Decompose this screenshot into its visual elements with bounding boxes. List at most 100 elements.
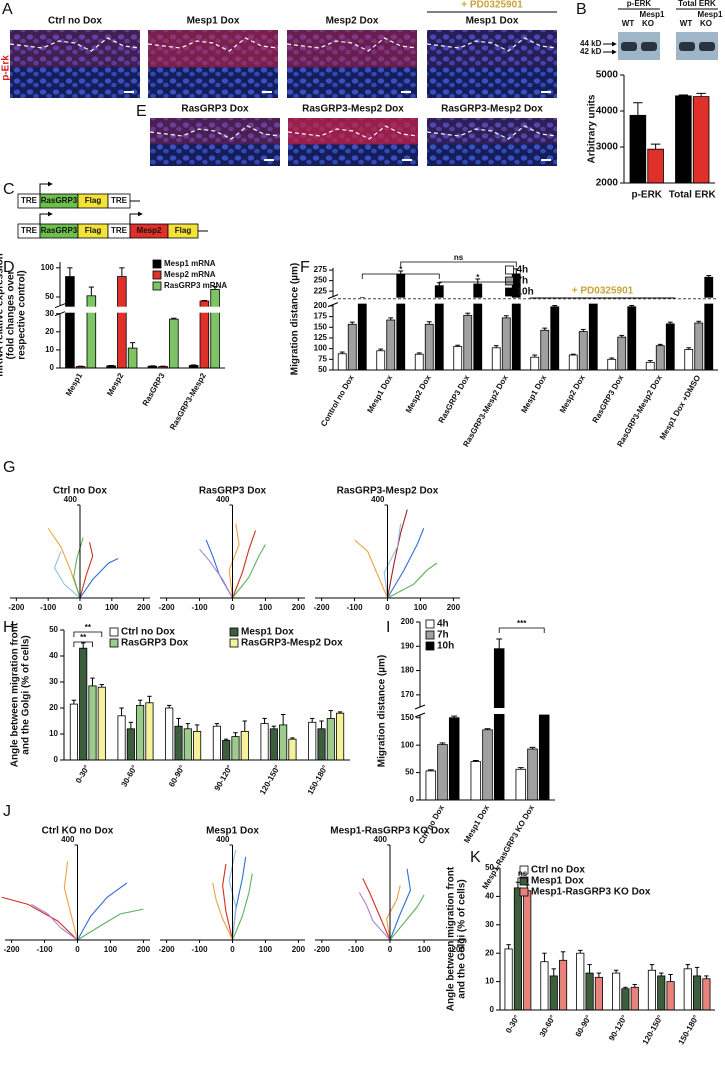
micrograph-title: RasGRP3 Dox [181,104,249,115]
plot-title: Ctrl no Dox [53,486,107,497]
y-tick-label: 400 [374,835,388,844]
x-tick-label: 0-30° [504,1014,521,1035]
bar [279,724,288,761]
y-tick-label: 400 [216,495,230,504]
panel-label: I [386,619,390,636]
cell-track [47,527,81,599]
x-tick-label: 200 [292,603,306,612]
x-tick-label: -100 [192,603,209,612]
micrograph-title: Ctrl no Dox [48,16,102,27]
micrograph-title: Mesp1 Dox [187,16,240,27]
x-tick-label: Mesp2 Dox [404,373,433,415]
cell-track [358,892,391,941]
blot-lane: KO [642,19,654,28]
y-tick-label: 20 [45,327,54,336]
bar [145,702,154,761]
cell-track [79,557,119,599]
micrograph [287,30,417,98]
bar [165,707,174,761]
bar [482,729,493,801]
micrograph-title: Mesp1 Dox [466,16,519,27]
x-tick-label: Mesp1 Dox [365,373,394,415]
x-tick-label: RasGRP3-Mesp2 [168,371,208,431]
annotation: ** [80,633,87,642]
treatment-label: + PD0325901 [461,0,523,11]
micrograph [150,118,280,166]
micrograph-signal [287,30,417,68]
cell-track [389,868,412,941]
blot-marker: 42 kD [580,47,602,56]
cell-track [232,544,266,599]
bar [126,728,135,761]
y-tick-label: 150 [314,322,328,331]
micrograph [427,30,557,98]
bar [491,347,501,371]
bar [470,761,482,801]
x-tick-label: 0 [388,945,393,954]
construct-label: RasGRP3 [41,196,78,205]
micrograph [10,30,140,98]
bar [588,299,598,371]
y-axis-label: Migration distance (µm) [377,655,388,767]
y-tick-label: 50 [45,292,54,301]
y-tick-label: 3000 [596,142,619,153]
x-tick-label: 0 [78,603,83,612]
construct-label: Flag [85,196,102,205]
y-tick-label: 30 [45,309,54,318]
bar [169,318,179,369]
y-tick-label: 225 [314,286,328,295]
y-tick-label: 10 [45,345,54,354]
construct-label: TRE [111,196,128,205]
epidermis-boundary [9,37,141,52]
legend-swatch [519,887,529,897]
bar [117,715,126,761]
cell-track [228,523,240,599]
bar [515,768,527,801]
axis-break-gap [54,306,225,313]
y-tick-label: 30 [485,920,494,929]
x-tick-label: -200 [314,945,331,954]
panel-label: F [300,259,310,276]
cell-track [389,894,425,941]
bar [288,738,297,761]
x-tick-label: Ctrl no Dox [417,803,447,845]
bar [612,972,621,1011]
legend-label: Mesp1 Dox [241,627,294,638]
legend-swatch [229,638,239,648]
micrograph-signal [10,30,140,68]
plot-title: RasGRP3 Dox [199,486,267,497]
cell-track [205,539,233,599]
significance-bracket [498,627,545,633]
bar [559,959,568,1011]
legend-label: Mesp1 Dox [531,876,584,887]
y-axis-label: Arbitrary units [587,94,598,163]
construct-label: Flag [175,226,192,235]
y-tick-label: 400 [216,835,230,844]
blot-genotype: Mesp1 [640,10,665,19]
y-tick-label: 150 [401,713,415,722]
cell-track [231,873,253,941]
bar [424,323,434,371]
x-tick-label: -100 [40,603,57,612]
legend-swatch [109,627,119,637]
bar [627,306,637,371]
cell-track [386,509,408,599]
y-tick-label: 100 [314,344,328,353]
x-tick-label: -100 [348,945,365,954]
legend-swatch [505,265,514,275]
promoter-arrow [129,211,143,224]
y-tick-label: 4000 [596,106,619,117]
y-axis-label: and the Golgi (% of cells) [21,635,32,754]
x-tick-label: -100 [347,603,364,612]
bar [568,354,578,371]
construct-element [167,223,199,239]
bar [647,148,664,184]
bar [453,346,463,371]
legend-swatch [425,630,435,640]
bar [493,648,505,801]
y-tick-label: 10 [49,729,58,738]
cell-track [1,896,78,941]
bar [665,323,675,371]
x-tick-label: 0 [230,603,235,612]
